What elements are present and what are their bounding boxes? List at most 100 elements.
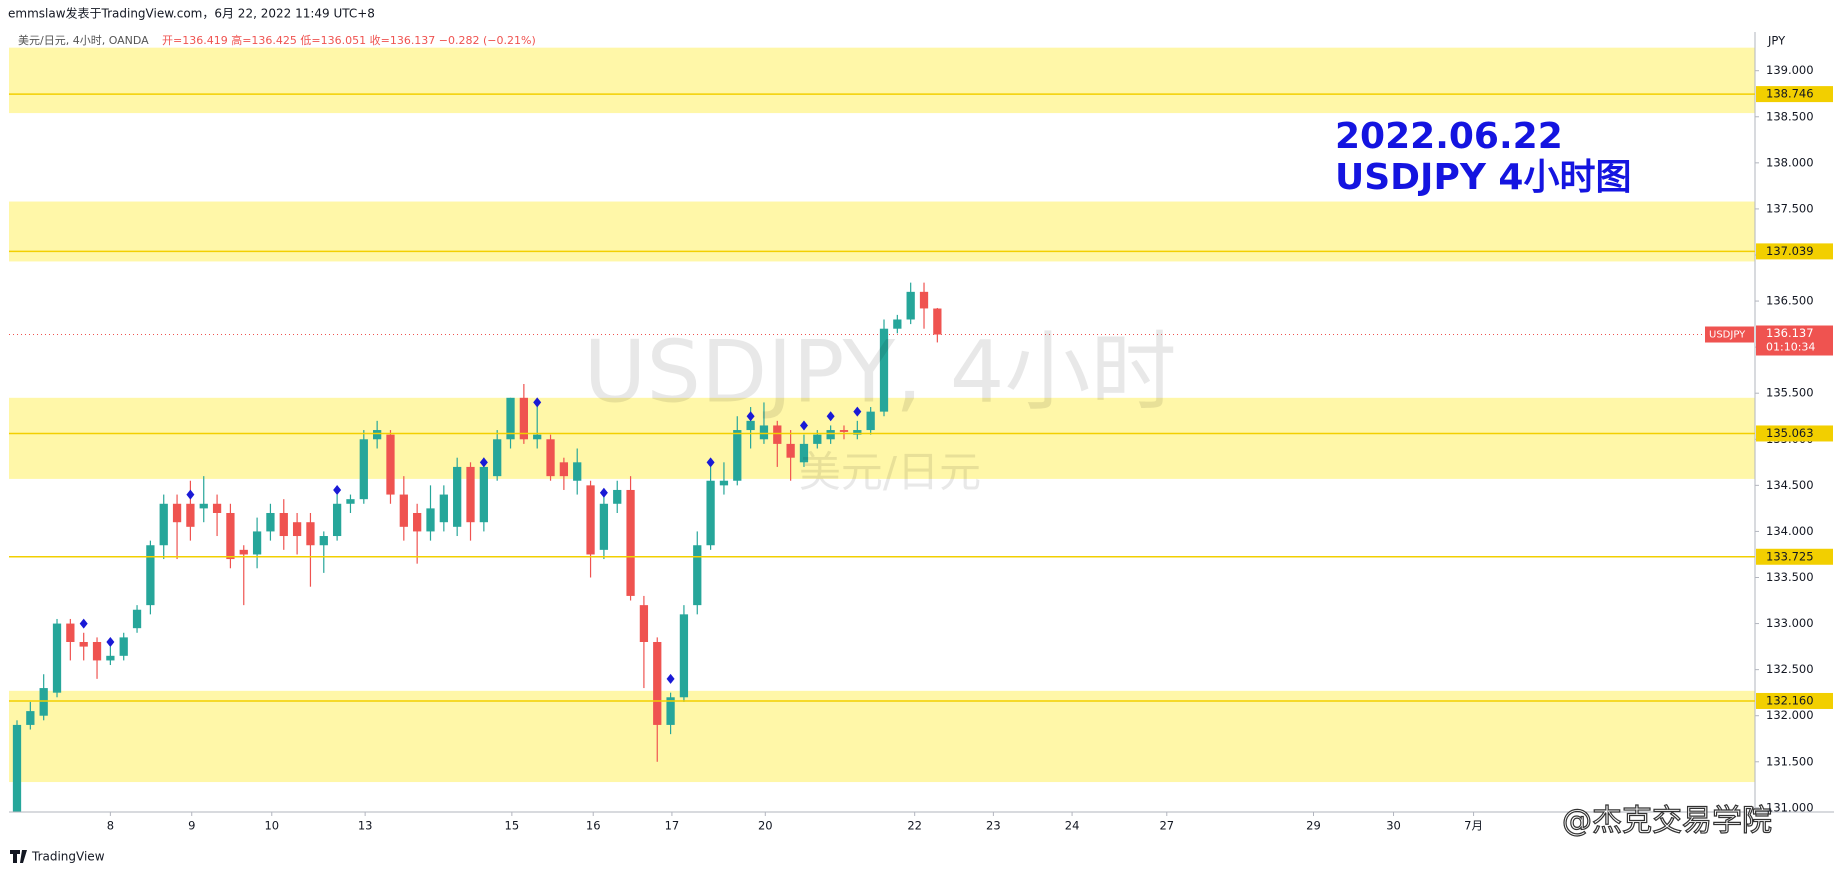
candle-body [92,641,102,661]
y-tick-label: 133.500 [1766,570,1814,584]
watermark: 美元/日元 [799,448,981,497]
x-tick-label: 13 [358,819,373,833]
last-price-tag [1756,325,1833,356]
candle-body [146,545,155,606]
candle-body [12,724,22,812]
candle-body [212,503,222,513]
signal-marker [533,397,542,408]
candle-body [919,291,929,309]
candle-body [119,637,128,656]
y-tick-label: 137.500 [1766,201,1814,215]
candle-body [439,494,448,523]
candle-body [893,319,902,329]
footer: TradingView [31,850,105,864]
x-tick-label: 17 [665,819,680,833]
candle-body [172,503,182,523]
signal-marker [853,406,862,417]
x-tick-label: 16 [586,819,601,833]
x-tick-label: 8 [107,819,114,833]
candle-body [773,425,782,444]
level-tag [1756,86,1833,103]
y-tick-label: 131.500 [1766,754,1814,768]
annotation: USDJPY 4小时图 [1335,157,1631,198]
candle-body [319,536,328,546]
symbol-tag [1705,326,1754,343]
candle-body [639,605,649,642]
legend-ohlc: 开=136.419 高=136.425 低=136.051 收=136.137 … [162,33,536,47]
candle-body [279,512,288,537]
x-tick-label: 22 [907,819,922,833]
candle-body [813,434,822,444]
price-unit: JPY [1767,34,1786,48]
y-tick-label: 138.500 [1766,109,1814,123]
x-tick-label: 23 [986,819,1001,833]
candle-body [466,466,475,523]
legend-symbol: 美元/日元, 4小时, OANDA [18,34,149,47]
y-tick-label: 133.000 [1766,616,1814,630]
y-tick-label: 138.000 [1766,155,1814,169]
signal-marker [479,457,488,468]
candle-body [399,494,408,527]
candle-body [826,430,835,440]
level-tag [1756,425,1833,442]
x-tick-label: 9 [188,819,195,833]
candle-body [559,462,569,477]
candle-body [653,641,662,725]
candle-body [26,711,35,725]
x-tick-label: 29 [1306,819,1321,833]
symbol-label: USDJPY [1709,330,1746,341]
candle-body [693,545,702,606]
y-tick-label: 134.000 [1766,524,1814,538]
signal-marker [799,420,808,431]
candle-body [479,466,488,523]
y-tick-label: 139.000 [1766,63,1814,77]
candle-body [839,430,849,432]
signal-marker [106,636,115,647]
y-tick-label: 132.500 [1766,662,1814,676]
signal-marker [706,457,715,468]
zone [9,690,1755,783]
signal-marker [599,487,608,498]
candle-body [79,641,88,647]
candle-body [39,688,48,716]
candle-body [759,425,769,440]
signal-marker [826,411,835,422]
signal-marker [666,673,675,684]
candle-body [132,609,142,629]
level-tag [1756,243,1833,260]
candle-body [292,522,302,537]
x-tick-label: 7月 [1464,819,1483,833]
candle-body [266,512,275,532]
candle-body [306,522,315,546]
signal-marker [746,411,755,422]
header: emmslaw发表于TradingView.com，6月 22, 2022 11… [8,6,375,21]
level-label: 135.063 [1766,426,1814,440]
last-price-label: 136.137 [1766,326,1814,340]
watermark: USDJPY, 4小时 [583,322,1176,422]
y-tick-label: 131.000 [1766,800,1814,814]
annotation: 2022.06.22 [1335,116,1563,157]
tv-logo [10,850,27,863]
candle-body [706,480,715,546]
y-tick-label: 136.500 [1766,294,1814,308]
level-label: 138.746 [1766,87,1814,101]
candle-body [746,420,755,431]
candle-body [679,614,689,698]
credit: @杰克交易学院 [1562,804,1772,839]
level-label: 137.039 [1766,244,1814,258]
candle-body [413,512,422,532]
y-tick-label: 134.500 [1766,478,1814,492]
candle-body [226,512,235,560]
candle-body [626,489,635,596]
candle-body [866,411,875,431]
x-tick-label: 15 [505,819,520,833]
signal-marker [79,618,88,629]
candle-body [426,508,435,532]
candle-body [586,485,595,555]
candle-body [252,531,262,555]
candle-body [373,430,382,440]
candle-body [159,503,168,546]
level-tag [1756,692,1833,709]
candle-body [613,489,622,504]
